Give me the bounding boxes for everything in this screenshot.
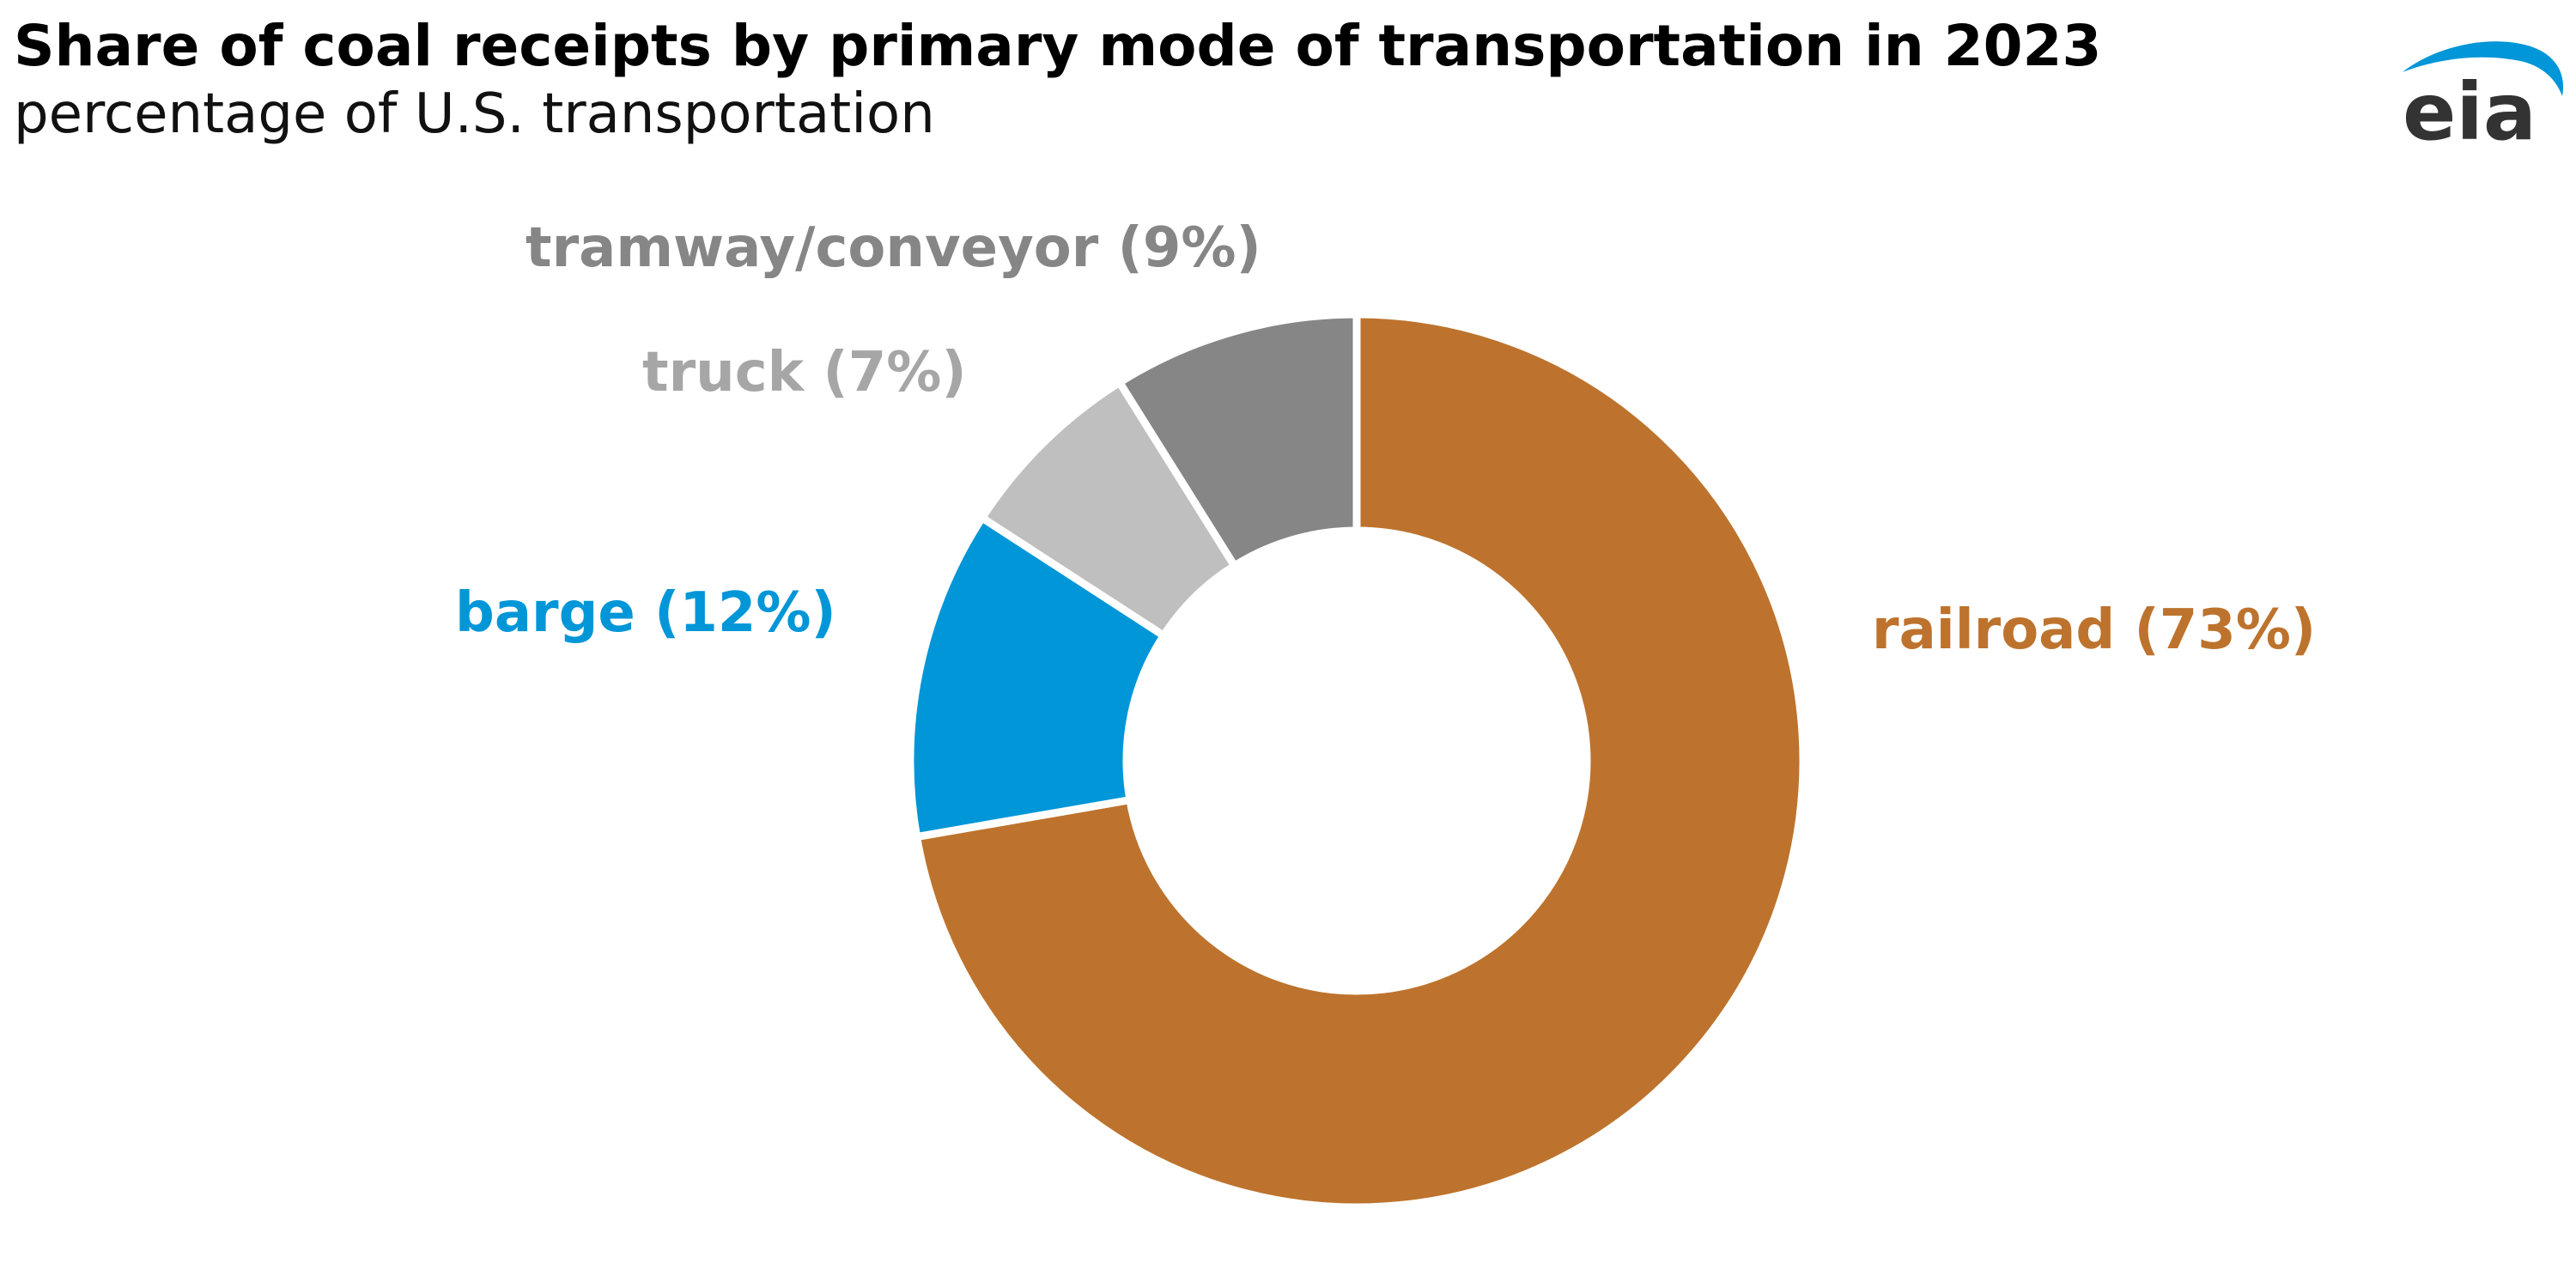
label-barge: barge (12%) [455,581,836,645]
slice-railroad [912,310,1807,1212]
label-tramway-conveyor: tramway/conveyor (9%) [526,216,1261,280]
chart-subtitle: percentage of U.S. transportation [14,82,935,146]
eia-logo-swoosh-icon [2403,41,2564,96]
label-railroad: railroad (73%) [1872,598,2316,662]
label-truck: truck (7%) [642,341,967,404]
slice-tramway-conveyor [1114,310,1361,572]
eia-logo: eia [2403,41,2564,153]
donut-slices [906,310,1807,1212]
chart-title: Share of coal receipts by primary mode o… [14,13,2102,79]
eia-logo-text: eia [2403,66,2537,153]
donut-labels: railroad (73%) barge (12%) truck (7%) tramw… [455,216,2316,662]
